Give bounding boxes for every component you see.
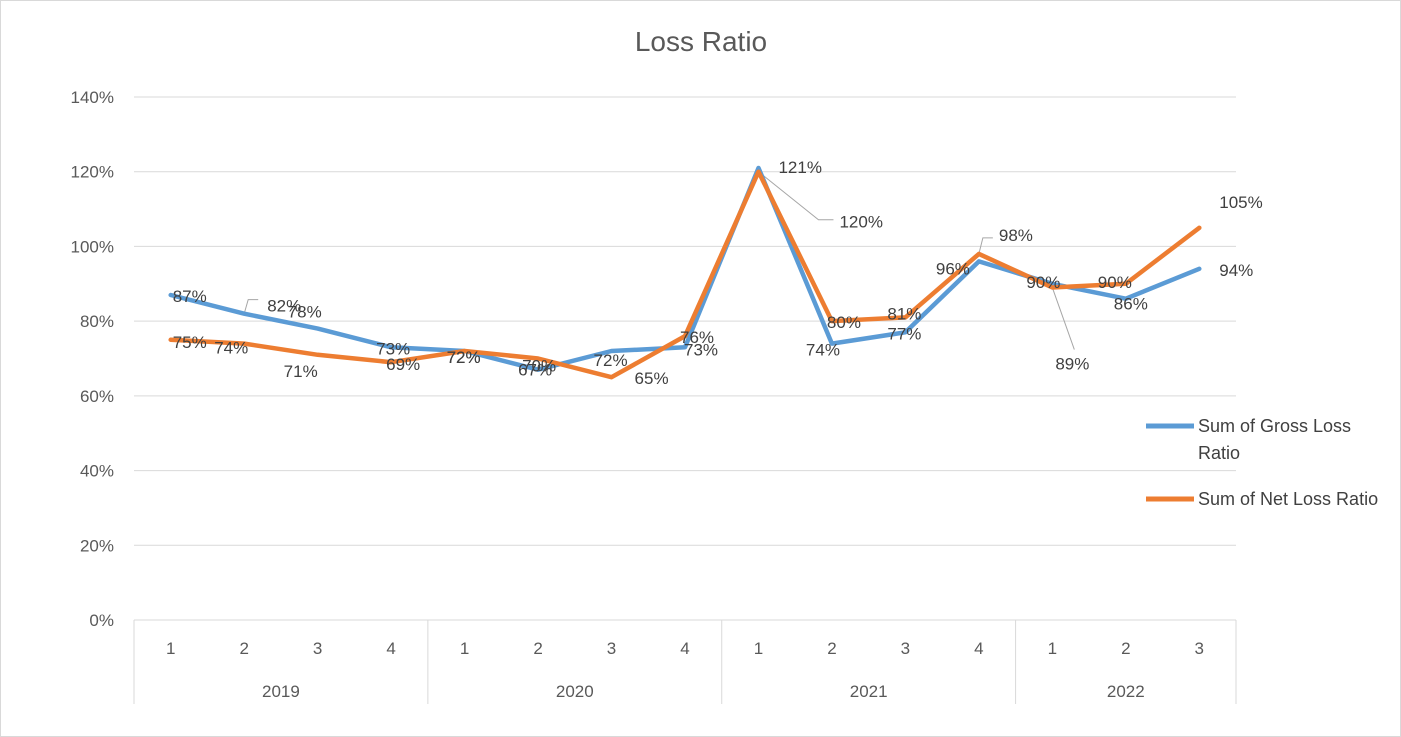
net-data-label: 71%	[284, 362, 318, 381]
gross-data-label: 74%	[806, 341, 840, 360]
x-tick-label: 1	[166, 639, 175, 658]
x-group-label: 2022	[1107, 682, 1145, 701]
leader-line	[978, 237, 993, 255]
x-tick-label: 4	[386, 639, 395, 658]
net-data-label: 65%	[635, 369, 669, 388]
net-data-label: 74%	[214, 339, 248, 358]
leader-lines	[243, 171, 1075, 350]
net-data-label: 90%	[1098, 273, 1132, 292]
net-data-label: 80%	[827, 313, 861, 332]
leader-line	[758, 171, 834, 221]
net-data-label: 70%	[522, 357, 556, 376]
legend-gross-label-line1: Sum of Gross Loss	[1198, 416, 1351, 436]
x-tick-label: 3	[313, 639, 322, 658]
x-tick-label: 4	[974, 639, 983, 658]
series-lines	[168, 165, 1202, 380]
legend-net-label: Sum of Net Loss Ratio	[1198, 489, 1378, 509]
leader-line	[1051, 287, 1075, 350]
net-data-label: 69%	[386, 355, 420, 374]
gross-data-label: 73%	[684, 340, 718, 359]
x-tick-label: 4	[680, 639, 689, 658]
x-group-label: 2019	[262, 682, 300, 701]
gross-data-label: 87%	[173, 287, 207, 306]
chart-title: Loss Ratio	[635, 26, 767, 57]
gross-data-label: 78%	[288, 303, 322, 322]
gross-data-label: 72%	[594, 351, 628, 370]
x-tick-label: 2	[533, 639, 542, 658]
x-group-label: 2021	[850, 682, 888, 701]
y-axis: 0% 20% 40% 60% 80% 100% 120% 140%	[71, 88, 114, 630]
x-tick-label: 1	[1048, 639, 1057, 658]
net-data-label: 89%	[1055, 355, 1089, 374]
net-data-label: 75%	[173, 333, 207, 352]
gross-data-label: 96%	[936, 259, 970, 278]
net-loss-ratio-line	[168, 169, 1202, 380]
x-tick-label: 2	[1121, 639, 1130, 658]
gross-data-label: 67%	[518, 361, 552, 380]
x-axis: 1 2 3 4 1 2 3 4 1 2 3 4 1 2 3 2019 2020 2021 2022	[133, 620, 1237, 704]
net-data-label: 76%	[680, 328, 714, 347]
legend-gross-label-line2: Ratio	[1198, 443, 1240, 463]
gridlines	[134, 96, 1236, 621]
data-labels: 87% 82%78% 73% 72% 67% 72% 73% 121% 74% 77% 96% 90%…	[173, 158, 1263, 388]
x-tick-label: 2	[827, 639, 836, 658]
y-tick-label: 80%	[80, 312, 114, 331]
x-tick-label: 3	[1195, 639, 1204, 658]
gross-data-label: 86%	[1114, 295, 1148, 314]
net-data-label: 98%	[999, 226, 1033, 245]
gross-data-label: 73%	[376, 339, 410, 358]
y-tick-label: 120%	[71, 163, 114, 182]
net-data-label: 105%	[1219, 193, 1262, 212]
x-tick-label: 3	[607, 639, 616, 658]
y-tick-label: 140%	[71, 88, 114, 107]
y-tick-label: 100%	[71, 237, 114, 256]
y-tick-label: 40%	[80, 462, 114, 481]
legend: Sum of Gross Loss Ratio Sum of Net Loss …	[1146, 416, 1378, 509]
leader-line	[243, 299, 259, 314]
gross-data-label: 82%	[267, 297, 301, 316]
y-tick-label: 60%	[80, 387, 114, 406]
gross-data-label: 121%	[778, 158, 821, 177]
y-tick-label: 0%	[89, 611, 114, 630]
x-group-label: 2020	[556, 682, 594, 701]
gross-data-label: 90%	[1026, 273, 1060, 292]
gross-data-label: 94%	[1219, 261, 1253, 280]
x-tick-label: 3	[901, 639, 910, 658]
net-data-label: 81%	[887, 304, 921, 323]
net-data-label: 120%	[839, 213, 882, 232]
x-tick-label: 1	[460, 639, 469, 658]
net-data-label: 72%	[447, 348, 481, 367]
gross-data-label: 77%	[887, 324, 921, 343]
y-tick-label: 20%	[80, 536, 114, 555]
x-tick-label: 1	[754, 639, 763, 658]
gross-data-label: 72%	[447, 348, 481, 367]
x-tick-label: 2	[239, 639, 248, 658]
